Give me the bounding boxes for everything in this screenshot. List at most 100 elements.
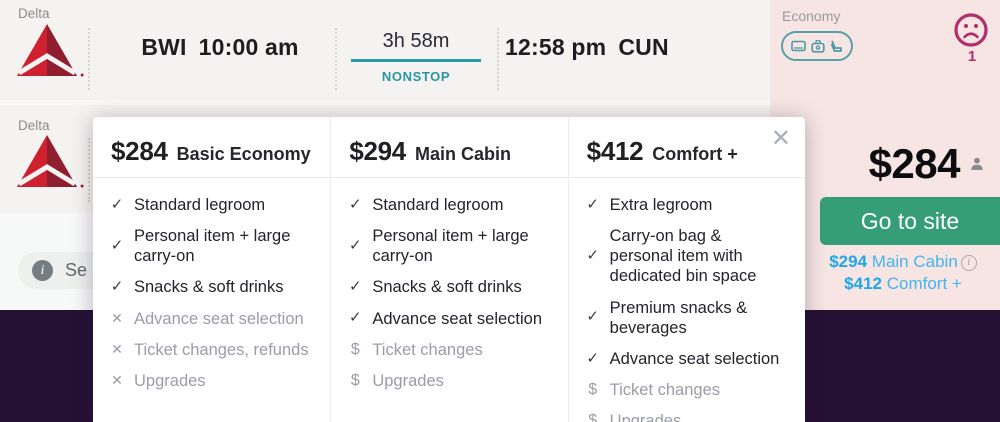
departure-airport: BWI [141, 34, 187, 60]
divider-dotted [88, 28, 90, 90]
duration-underline [351, 59, 481, 62]
main-price: $284 [868, 140, 961, 187]
fare-feature-text: Extra legroom [609, 196, 713, 214]
delta-logo-icon [17, 135, 77, 187]
fare-feature-text: Ticket changes [372, 340, 483, 359]
alt-fare-name: Comfort + [886, 274, 962, 293]
fare-feature-text: Advance seat selection [134, 309, 304, 328]
fare-feature-item: ✕ Upgrades [109, 371, 314, 391]
fare-feature-item: $ Upgrades [347, 371, 551, 391]
check-icon: ✓ [349, 195, 362, 213]
fare-feature-text: Advance seat selection [372, 309, 543, 328]
fare-feature-item: ✕ Ticket changes, refunds [109, 340, 314, 360]
airline-name-row1: Delta [18, 6, 50, 21]
fare-feature-item: ✓ Personal item + large carry-on [109, 226, 314, 266]
fit-indicator-count: 1 [967, 48, 977, 65]
x-icon: ✕ [111, 341, 123, 358]
fare-column-comfort-plus: $412 Comfort + ✓ Extra legroom ✓ Carry-on ba… [567, 117, 805, 422]
amenities-pill[interactable] [781, 31, 853, 61]
fare-feature-item: $ Ticket changes [585, 380, 789, 400]
search-pill-text: Se [65, 260, 88, 280]
departure-time: 10:00 am [198, 34, 299, 60]
check-icon: ✓ [110, 237, 124, 255]
stops-label: NONSTOP [381, 69, 451, 84]
fare-feature-list: ✓ Standard legroom ✓ Personal item + large … [331, 178, 567, 419]
check-icon: ✓ [586, 308, 599, 326]
fare-feature-item: ✓ Advance seat selection [347, 309, 551, 329]
fare-feature-item: $ Ticket changes [347, 340, 551, 360]
check-icon: ✓ [110, 278, 124, 296]
fare-feature-item: ✓ Extra legroom [585, 195, 789, 215]
arrival-airport: CUN [618, 34, 669, 60]
departure-info: BWI 10:00 am [110, 34, 330, 61]
divider-dotted [88, 138, 90, 202]
fare-feature-text: Upgrades [134, 371, 206, 390]
fare-name: Basic Economy [176, 144, 311, 164]
alt-fare-price: $294 [829, 252, 868, 271]
info-icon: i [32, 260, 53, 281]
arrival-time: 12:58 pm [505, 34, 607, 60]
alt-fare-price: $412 [844, 274, 882, 293]
check-icon: ✓ [349, 278, 362, 296]
dollar-icon: $ [588, 381, 598, 399]
close-icon[interactable]: ✕ [767, 123, 795, 155]
fare-feature-item: ✓ Snacks & soft drinks [109, 277, 314, 297]
fare-options-popup: ✕ $284 Basic Economy ✓ Standard legroom ✓ Pe… [93, 117, 805, 422]
fare-column-basic-economy: $284 Basic Economy ✓ Standard legroom ✓ Pers… [93, 117, 331, 422]
seat-icon [830, 40, 842, 52]
fare-feature-text: Upgrades [372, 371, 444, 390]
flight-duration: 3h 58m [382, 30, 450, 52]
fare-feature-text: Standard legroom [134, 196, 266, 214]
sad-face-icon[interactable] [953, 12, 989, 48]
fare-column-header: $412 Comfort + [568, 117, 805, 178]
carry-on-bag-icon [811, 39, 825, 53]
cabin-class-label: Economy [782, 8, 841, 24]
fare-feature-item: ✓ Personal item + large carry-on [347, 226, 551, 266]
delta-logo-icon [17, 24, 77, 76]
fare-column-header: $284 Basic Economy [93, 117, 331, 178]
fare-name: Main Cabin [414, 144, 511, 164]
row-separator [0, 100, 770, 105]
fare-feature-item: ✓ Standard legroom [347, 195, 551, 215]
fare-feature-text: Snacks & soft drinks [134, 278, 284, 297]
info-icon[interactable]: i [960, 255, 977, 271]
go-to-site-button[interactable]: Go to site [820, 197, 1000, 245]
fare-feature-item: ✓ Carry-on bag & personal item with dedic… [585, 226, 789, 286]
fare-price: $294 [349, 136, 406, 166]
fare-name: Comfort + [652, 144, 738, 164]
dollar-icon: $ [588, 412, 598, 422]
fare-feature-text: Carry-on bag & personal item with dedica… [609, 227, 757, 286]
dollar-icon: $ [350, 340, 360, 358]
check-icon: ✓ [349, 309, 362, 327]
alt-fare-main-cabin[interactable]: $294 Main Cabin i [806, 251, 1000, 273]
fare-feature-list: ✓ Standard legroom ✓ Personal item + large … [93, 178, 330, 419]
airline-name-row2: Delta [18, 118, 50, 133]
fare-feature-list: ✓ Extra legroom ✓ Carry-on bag & personal i… [569, 178, 805, 422]
duration-block: 3h 58m NONSTOP [337, 30, 495, 84]
divider-dotted [335, 28, 337, 90]
check-icon: ✓ [586, 247, 599, 265]
fare-feature-text: Standard legroom [372, 196, 504, 214]
dollar-icon: $ [350, 372, 360, 390]
fare-feature-item: ✓ Snacks & soft drinks [347, 277, 551, 297]
x-icon: ✕ [111, 310, 123, 327]
divider-dotted [497, 28, 499, 90]
fare-feature-item: $ Upgrades [585, 411, 789, 422]
price-row: $284 [780, 140, 992, 188]
check-icon: ✓ [586, 195, 599, 213]
fare-feature-text: Snacks & soft drinks [372, 278, 522, 297]
result-row-1[interactable] [0, 0, 770, 100]
check-icon: ✓ [586, 349, 599, 367]
alt-fare-name: Main Cabin [871, 252, 958, 271]
alt-fare-comfort-plus[interactable]: $412 Comfort + [806, 273, 1000, 295]
check-icon: ✓ [110, 195, 124, 213]
fare-feature-text: Premium snacks & beverages [609, 298, 748, 337]
fare-feature-text: Personal item + large carry-on [134, 227, 291, 266]
fare-price: $412 [586, 136, 644, 166]
arrival-info: 12:58 pm CUN [505, 34, 765, 61]
entertainment-icon [791, 40, 806, 51]
fare-feature-item: ✓ Standard legroom [109, 195, 314, 215]
traveler-icon [971, 157, 983, 170]
fare-feature-text: Upgrades [609, 412, 682, 422]
